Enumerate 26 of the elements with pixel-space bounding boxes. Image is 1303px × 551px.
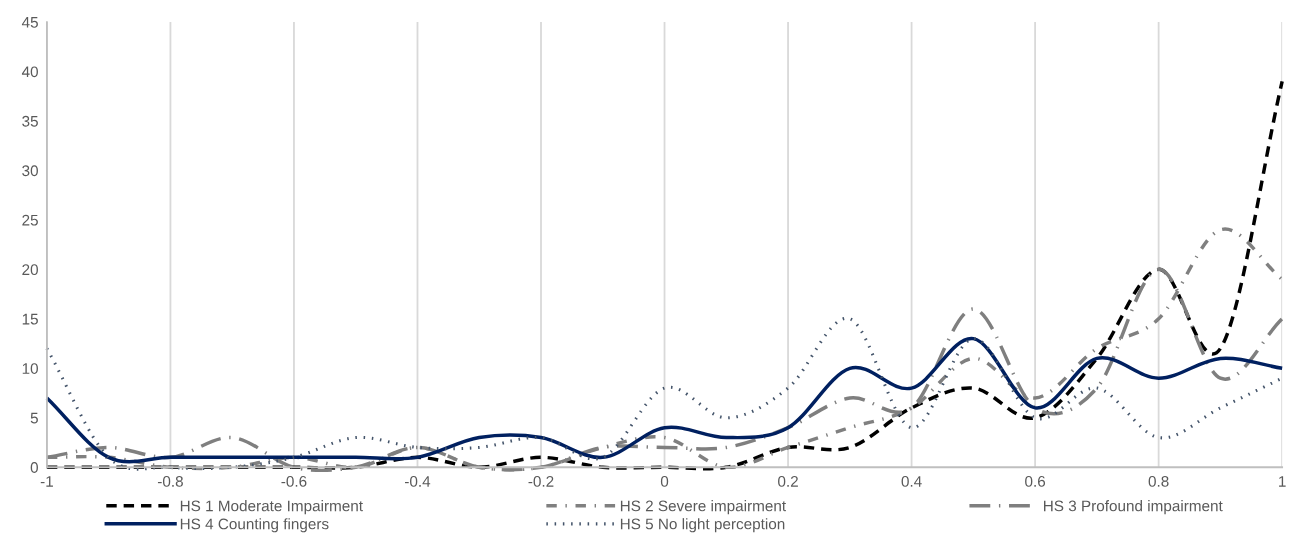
x-tick-label: 0.4: [901, 475, 922, 487]
legend-label: HS 5 No light perception: [620, 518, 785, 533]
legend-label: HS 2 Severe impairment: [620, 500, 786, 515]
y-tick-label: 30: [22, 165, 38, 177]
legend-label: HS 4 Counting fingers: [180, 518, 329, 533]
y-tick-label: 35: [22, 115, 38, 127]
x-tick-label: -1: [40, 476, 53, 487]
y-tick-label: 0: [30, 462, 38, 473]
legend-label: HS 3 Profound impairment: [1044, 500, 1223, 515]
y-tick-label: 15: [22, 313, 38, 325]
y-tick-label: 5: [30, 412, 38, 424]
legend-label: HS 1 Moderate Impairment: [180, 500, 363, 515]
y-tick-label: 45: [21, 17, 38, 28]
x-tick-label: 0: [660, 475, 669, 487]
x-tick-label: -0.4: [405, 475, 431, 487]
x-tick-label: 1: [1279, 476, 1286, 487]
x-tick-label: -0.2: [528, 475, 554, 487]
y-tick-label: 10: [22, 363, 38, 374]
y-tick-label: 20: [22, 264, 38, 276]
y-tick-label: 25: [22, 214, 38, 226]
x-tick-label: -0.6: [281, 475, 307, 487]
x-tick-label: 0.6: [1025, 475, 1046, 487]
y-tick-label: 40: [21, 66, 38, 78]
x-tick-label: -0.8: [157, 475, 183, 487]
x-tick-label: 0.2: [778, 475, 798, 487]
x-tick-label: 0.8: [1148, 475, 1169, 487]
